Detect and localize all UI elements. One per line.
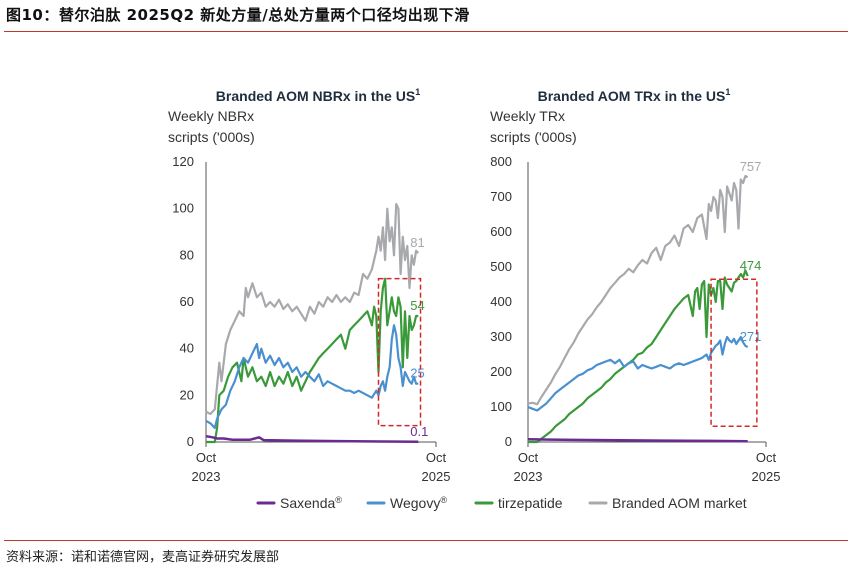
figure-title: 图10：替尔泊肽 2025Q2 新处方量/总处方量两个口径均出现下滑	[6, 6, 470, 24]
source-note: 资料来源：诺和诺德官网，麦高证券研究发展部	[6, 550, 280, 565]
chart1-saxenda-end-label: 0.1	[410, 424, 428, 439]
legend-branded-aom-market-label: Branded AOM market	[612, 495, 747, 511]
legend-tirzepatide-label: tirzepatide	[498, 495, 563, 511]
chart2-highlight-box	[710, 278, 758, 427]
chart2-tirzepatide-line	[528, 269, 749, 444]
chart1-tirzepatide-line	[206, 277, 419, 444]
top-rule	[4, 31, 848, 32]
chart2-ytick-label: 400	[490, 294, 512, 309]
chart2-wegovy-end-label: 271	[740, 329, 762, 344]
chart1-xtick-label-line1: Oct	[426, 450, 447, 465]
chart2-branded-aom-market-line	[527, 174, 749, 406]
chart1-xtick-label-line1: Oct	[196, 450, 217, 465]
chart1-saxenda-line	[205, 434, 419, 444]
chart1-ytick-label: 100	[172, 201, 194, 216]
chart1-title: Branded AOM NBRx in the US1	[216, 87, 420, 104]
chart2-ytick-label: 800	[490, 154, 512, 169]
chart1-ytick-label: 60	[180, 294, 194, 309]
chart2-ytick-label: 100	[490, 399, 512, 414]
chart1-ytick-label: 0	[187, 434, 194, 449]
chart2-ytick-label: 200	[490, 364, 512, 379]
chart2-ylabel-line2: scripts ('000s)	[490, 129, 577, 145]
chart1-ylabel-line2: scripts ('000s)	[168, 129, 255, 145]
chart2-ylabel-line1: Weekly TRx	[490, 108, 565, 124]
chart1-ytick-label: 40	[180, 341, 194, 356]
chart2-xtick-label-line2: 2025	[752, 469, 781, 484]
chart2-ytick-label: 700	[490, 189, 512, 204]
chart2-branded-aom-market-end-label: 757	[740, 159, 762, 174]
chart1-wegovy-end-label: 25	[410, 366, 424, 381]
bottom-rule	[4, 540, 848, 541]
chart2-title: Branded AOM TRx in the US1	[538, 87, 731, 104]
chart2-saxenda-line	[527, 437, 748, 443]
chart2-xtick-label-line1: Oct	[756, 450, 777, 465]
chart1-wegovy-line	[205, 324, 419, 430]
chart1-xtick-label-line2: 2023	[192, 469, 221, 484]
legend-wegovy-label: Wegovy®	[390, 495, 447, 511]
chart2-ytick-label: 600	[490, 224, 512, 239]
chart1-tirzepatide-end-label: 54	[410, 298, 424, 313]
chart2-xtick-label-line1: Oct	[518, 450, 539, 465]
chart2-ytick-label: 500	[490, 259, 512, 274]
chart1-ylabel-line1: Weekly NBRx	[168, 108, 254, 124]
chart1-ytick-label: 80	[180, 247, 194, 262]
chart2-xtick-label-line2: 2023	[514, 469, 543, 484]
chart2-ytick-label: 300	[490, 329, 512, 344]
chart2-wegovy-line	[527, 335, 749, 412]
chart1-ytick-label: 120	[172, 154, 194, 169]
chart1-xtick-label-line2: 2025	[422, 469, 451, 484]
chart1-ytick-label: 20	[180, 387, 194, 402]
chart2-ytick-label: 0	[505, 434, 512, 449]
chart2-tirzepatide-end-label: 474	[740, 258, 762, 273]
chart1-branded-aom-market-end-label: 81	[410, 235, 424, 250]
chart1-highlight-box	[377, 277, 422, 427]
chart1-branded-aom-market-line	[205, 202, 420, 416]
legend-saxenda-label: Saxenda®	[280, 495, 342, 511]
